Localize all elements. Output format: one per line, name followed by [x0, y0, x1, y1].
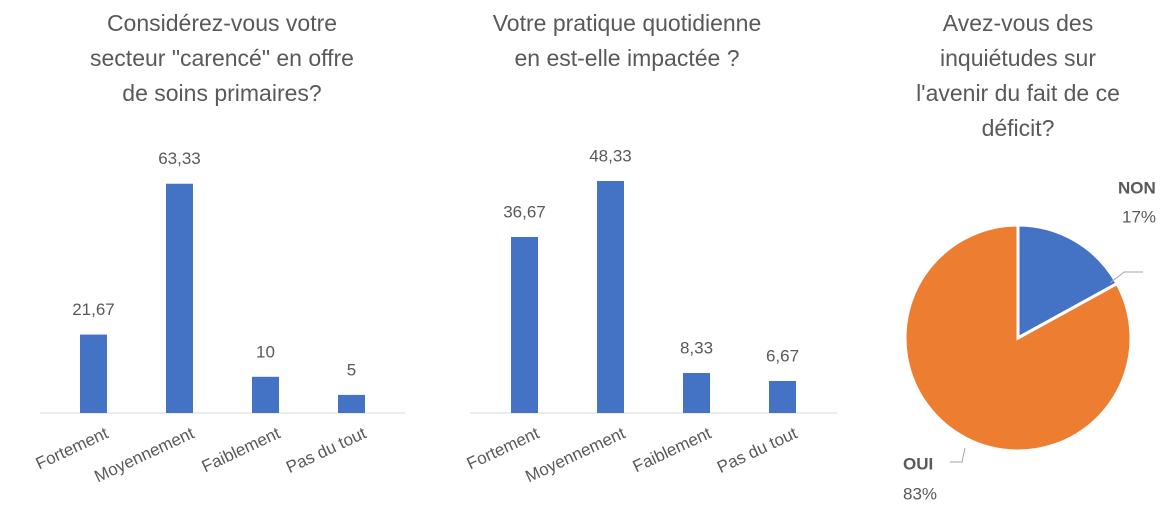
bar — [511, 236, 538, 413]
bar — [80, 334, 107, 413]
pie-slice — [903, 223, 1133, 453]
value-label: 48,33 — [589, 147, 632, 166]
x-tick-label: Faiblement — [630, 423, 714, 476]
bar — [252, 376, 279, 413]
bar — [597, 181, 624, 413]
bar — [338, 394, 365, 413]
pie-slice — [1016, 223, 1120, 341]
slice-value: 83% — [903, 484, 937, 503]
x-tick-label: Pas du tout — [283, 423, 369, 477]
value-label: 6,67 — [766, 346, 799, 365]
x-tick-label: Faiblement — [199, 423, 283, 476]
x-tick-label: Pas du tout — [714, 423, 800, 477]
bar — [769, 380, 796, 413]
value-label: 21,67 — [72, 300, 115, 319]
chart-title: Considérez-vous votre secteur "carencé" … — [90, 10, 354, 106]
value-label: 8,33 — [680, 339, 713, 358]
leader-line — [950, 447, 966, 463]
bar — [683, 373, 710, 413]
bar — [166, 183, 193, 413]
chart-title: Votre pratique quotidienne en est-elle i… — [492, 10, 762, 71]
chart-title: Avez-vous des inquiétudes sur l'avenir d… — [916, 10, 1120, 141]
value-label: 36,67 — [503, 202, 546, 221]
slice-label: NON — [1118, 178, 1156, 197]
leader-line — [1109, 271, 1143, 284]
value-label: 5 — [347, 360, 356, 379]
value-label: 10 — [256, 342, 275, 361]
slice-label: OUI — [903, 454, 933, 473]
slice-value: 17% — [1122, 207, 1156, 226]
value-label: 63,33 — [158, 149, 201, 168]
